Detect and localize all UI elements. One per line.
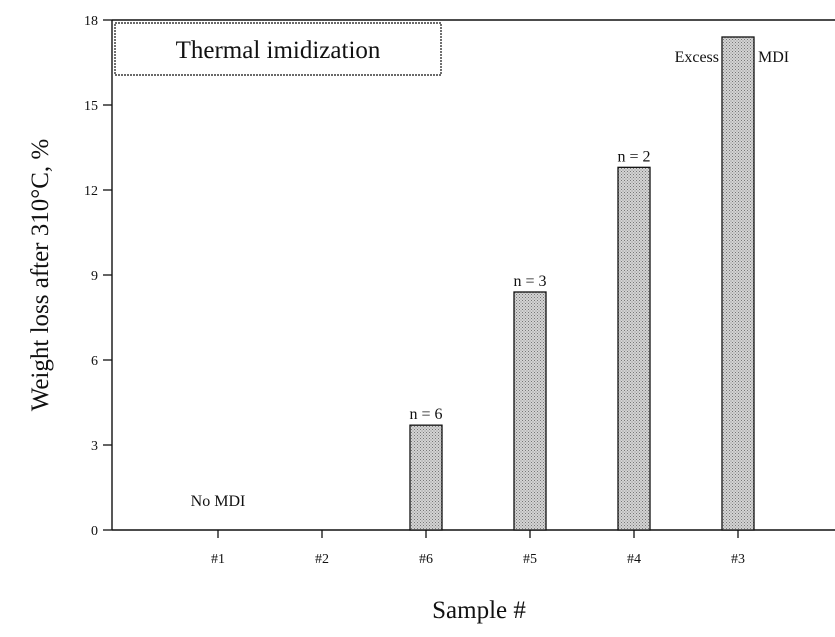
- bar-annotation: n = 6: [409, 406, 442, 423]
- y-tick-label: 0: [91, 524, 98, 539]
- bars: [409, 36, 755, 531]
- y-axis-title: Weight loss after 310°C, %: [27, 139, 54, 412]
- annotations: No MDI n = 6 n = 3 n = 2 Excess MDI: [191, 49, 789, 510]
- bar-annotation: n = 2: [617, 148, 650, 165]
- x-axis-title: Sample #: [432, 597, 526, 624]
- y-tick-label: 3: [91, 439, 98, 454]
- y-tick-label: 12: [84, 184, 98, 199]
- y-tick-label: 18: [84, 14, 98, 29]
- bar-sample-4: [617, 166, 651, 531]
- bar-annotation: No MDI: [191, 493, 246, 510]
- y-tick-label: 15: [84, 99, 98, 114]
- x-tick-label: #2: [315, 552, 329, 567]
- x-tick-label: #5: [523, 552, 537, 567]
- x-tick-label: #6: [419, 552, 433, 567]
- title-box: [114, 22, 442, 76]
- y-ticks: 0 3 6 9 12 15 18: [84, 14, 112, 539]
- x-ticks: #1 #2 #6 #5 #4 #3: [211, 530, 745, 567]
- bar-annotation: MDI: [758, 49, 789, 66]
- bar-sample-6: [409, 424, 443, 531]
- bar-annotation: n = 3: [513, 273, 546, 290]
- y-tick-label: 6: [91, 354, 98, 369]
- chart-title: Thermal imidization: [176, 37, 381, 64]
- x-tick-label: #3: [731, 552, 745, 567]
- bar-sample-5: [513, 291, 547, 531]
- x-tick-label: #4: [627, 552, 641, 567]
- y-tick-label: 9: [91, 269, 98, 284]
- bar-annotation: Excess: [675, 49, 719, 66]
- x-tick-label: #1: [211, 552, 225, 567]
- bar-sample-3: [721, 36, 755, 531]
